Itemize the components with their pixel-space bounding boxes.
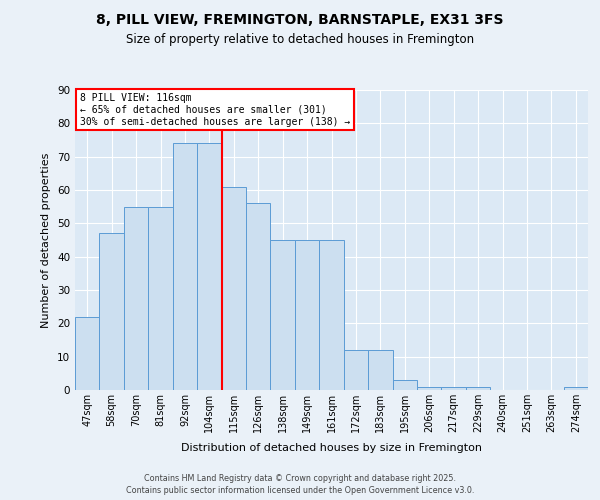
Bar [124, 206, 148, 390]
Bar [319, 240, 344, 390]
Bar [246, 204, 271, 390]
Bar [442, 386, 466, 390]
Bar [417, 386, 442, 390]
Bar [75, 316, 100, 390]
Bar [295, 240, 319, 390]
Text: Contains HM Land Registry data © Crown copyright and database right 2025.
Contai: Contains HM Land Registry data © Crown c… [126, 474, 474, 495]
Bar [148, 206, 173, 390]
Bar [466, 386, 490, 390]
Bar [344, 350, 368, 390]
Bar [100, 234, 124, 390]
X-axis label: Distribution of detached houses by size in Fremington: Distribution of detached houses by size … [181, 444, 482, 454]
Bar [271, 240, 295, 390]
Bar [173, 144, 197, 390]
Text: 8 PILL VIEW: 116sqm
← 65% of detached houses are smaller (301)
30% of semi-detac: 8 PILL VIEW: 116sqm ← 65% of detached ho… [80, 94, 350, 126]
Text: 8, PILL VIEW, FREMINGTON, BARNSTAPLE, EX31 3FS: 8, PILL VIEW, FREMINGTON, BARNSTAPLE, EX… [96, 12, 504, 26]
Text: Size of property relative to detached houses in Fremington: Size of property relative to detached ho… [126, 32, 474, 46]
Bar [197, 144, 221, 390]
Bar [221, 186, 246, 390]
Bar [563, 386, 588, 390]
Y-axis label: Number of detached properties: Number of detached properties [41, 152, 52, 328]
Bar [392, 380, 417, 390]
Bar [368, 350, 392, 390]
